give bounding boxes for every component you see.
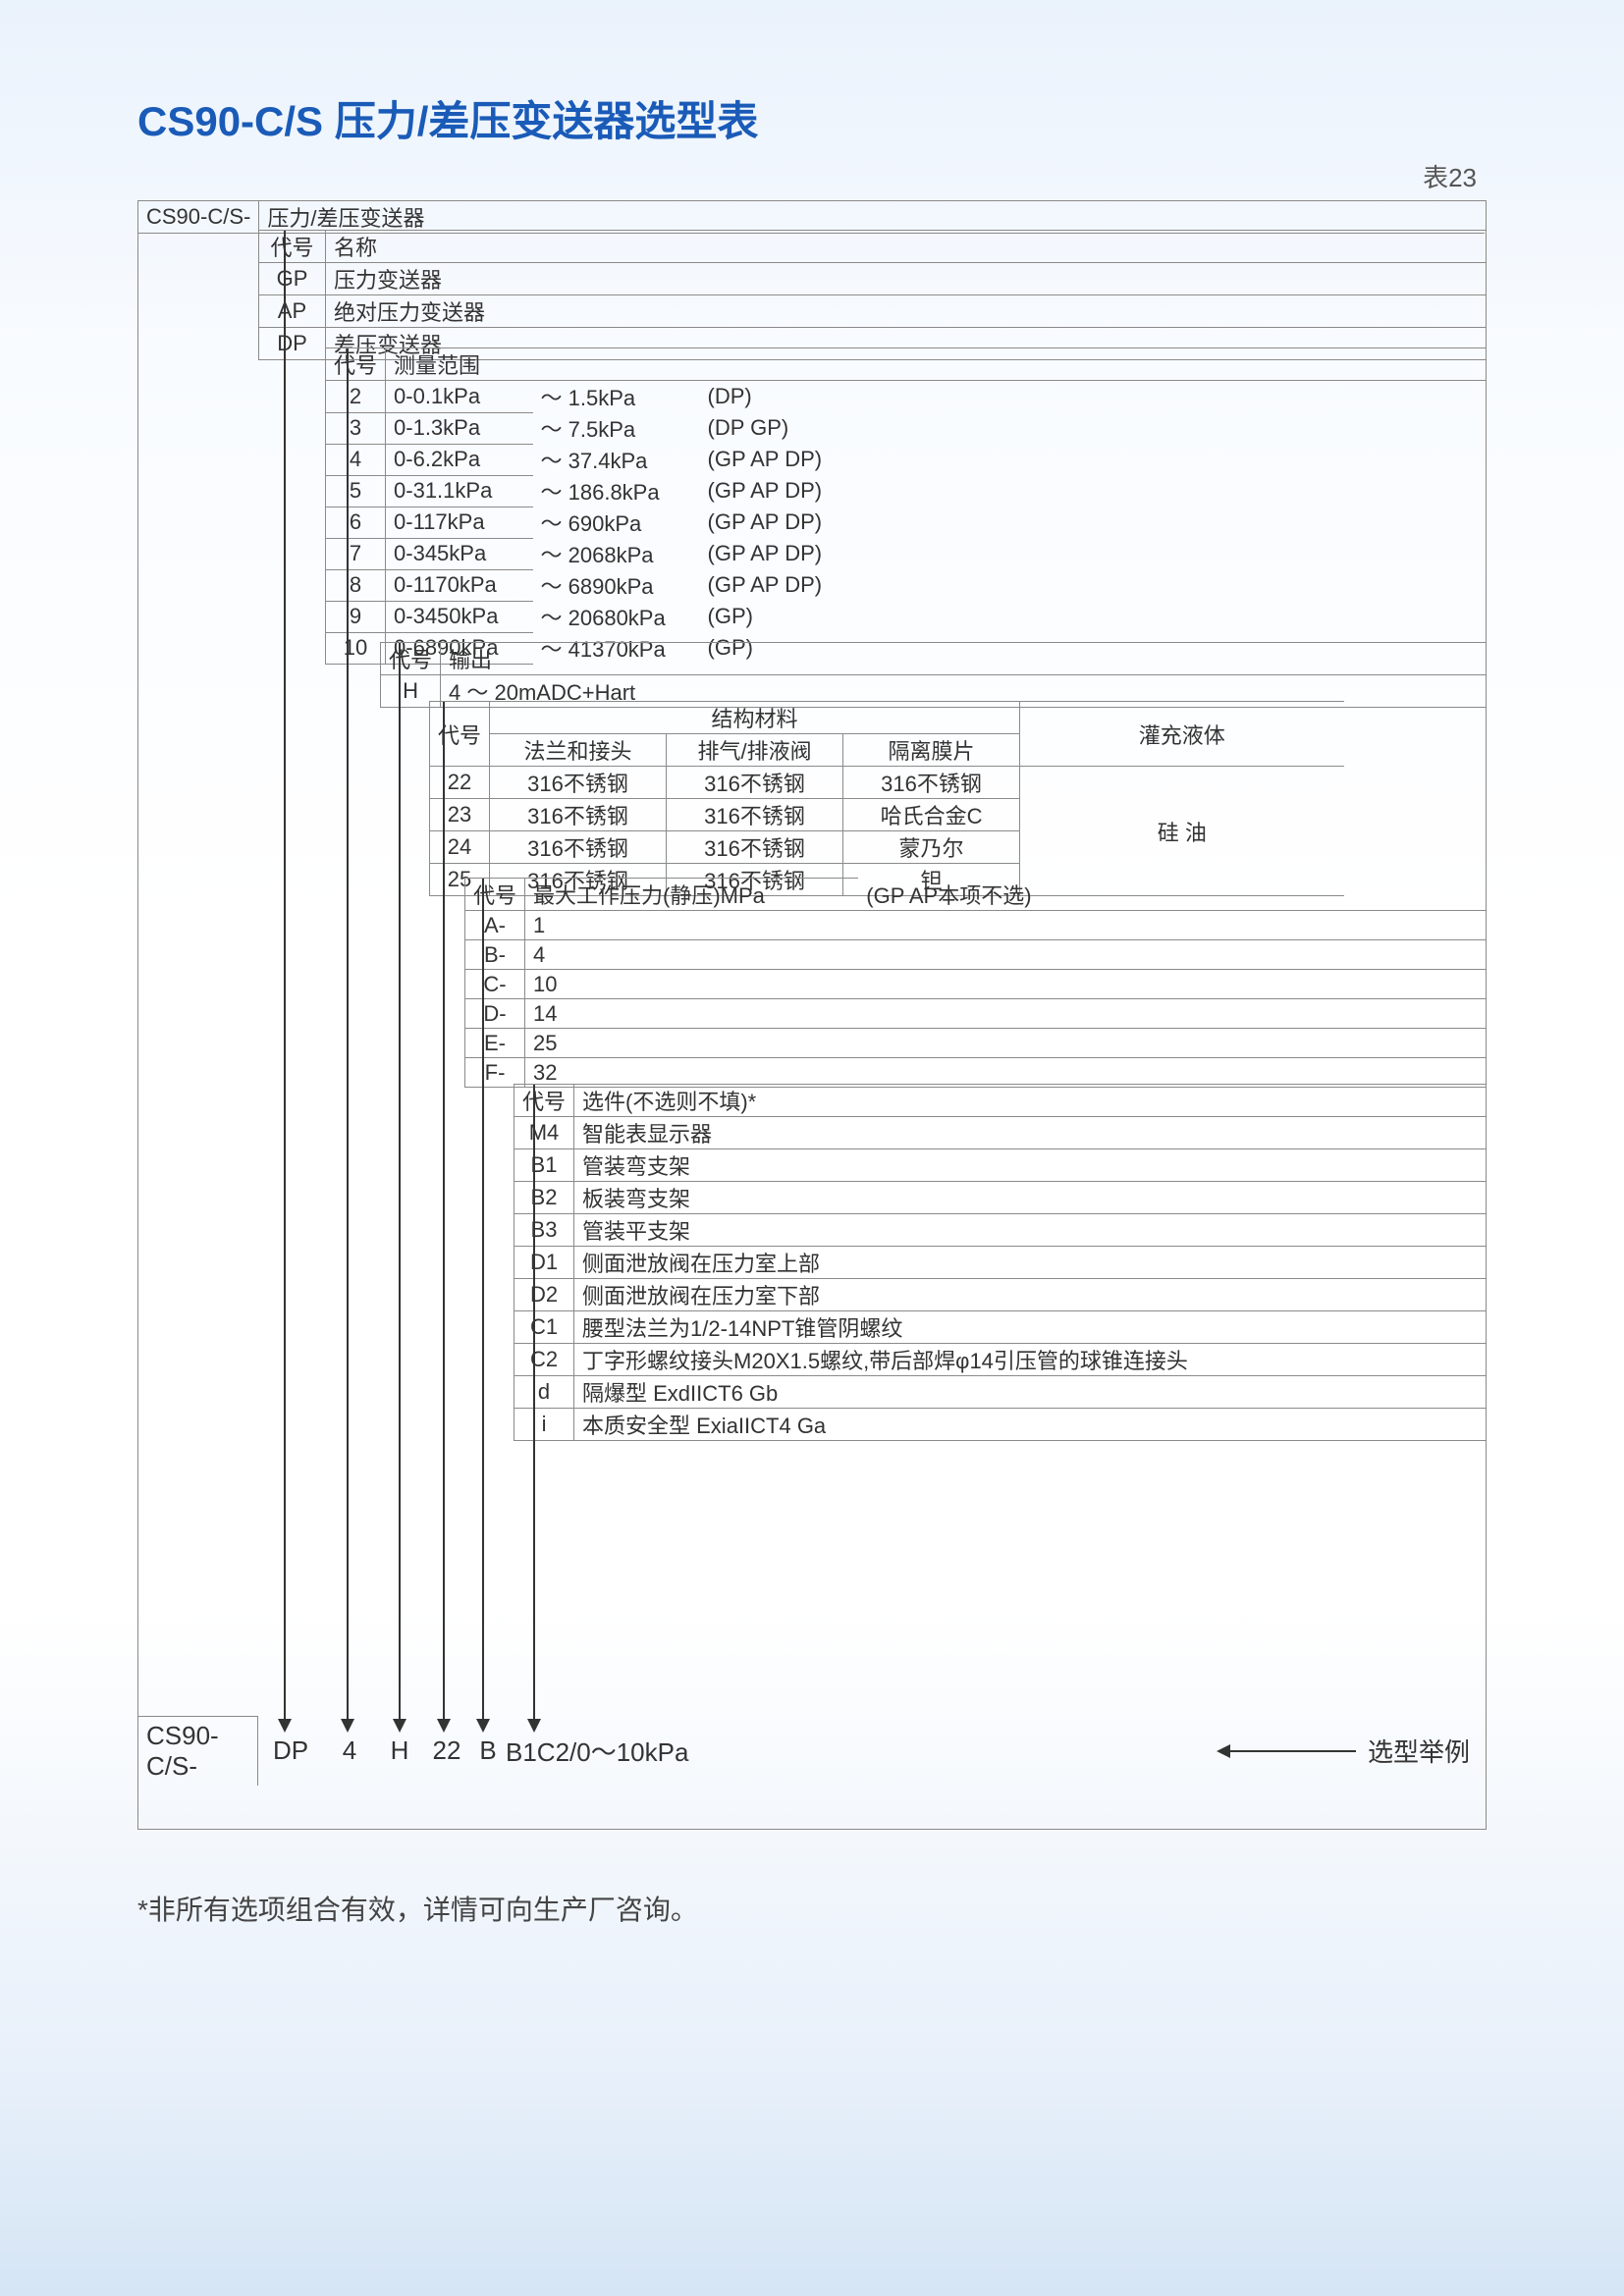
option-row: d隔爆型 ExdIICT6 Gb bbox=[514, 1376, 1487, 1409]
type-header-name: 名称 bbox=[325, 231, 1486, 263]
arrow-down-icon bbox=[284, 231, 286, 1731]
option-row: B2板装弯支架 bbox=[514, 1182, 1487, 1214]
range-row: 80-1170kPa～ 6890kPa(GP AP DP) bbox=[326, 569, 1487, 601]
example-part: 4 bbox=[323, 1735, 376, 1766]
option-row: M4智能表显示器 bbox=[514, 1117, 1487, 1149]
example-part: B bbox=[470, 1735, 506, 1766]
root-desc: 压力/差压变送器 bbox=[259, 201, 1485, 234]
type-row: GP压力变送器 bbox=[259, 263, 1487, 295]
pressure-row: F-32 bbox=[465, 1058, 1487, 1088]
option-row: B3管装平支架 bbox=[514, 1214, 1487, 1247]
range-table: 代号 测量范围 20-0.1kPa～ 1.5kPa(DP) 30-1.3kPa～… bbox=[325, 347, 1486, 665]
range-row: 60-117kPa～ 690kPa(GP AP DP) bbox=[326, 507, 1487, 538]
pressure-row: B-4 bbox=[465, 940, 1487, 970]
pressure-header-note: (GP AP本项不选) bbox=[858, 879, 1486, 911]
example-label: 选型举例 bbox=[1368, 1733, 1486, 1769]
arrow-down-icon bbox=[399, 643, 401, 1731]
option-row: D1侧面泄放阀在压力室上部 bbox=[514, 1247, 1487, 1279]
output-header-label: 输出 bbox=[441, 643, 1486, 675]
range-header-code: 代号 bbox=[326, 348, 386, 381]
range-row: 30-1.3kPa～ 7.5kPa(DP GP) bbox=[326, 412, 1487, 444]
range-row: 70-345kPa～ 2068kPa(GP AP DP) bbox=[326, 538, 1487, 569]
pressure-table: 代号 最大工作压力(静压)MPa (GP AP本项不选) A-1 B-4 C-1… bbox=[464, 878, 1486, 1088]
material-col-valve: 排气/排液阀 bbox=[667, 734, 843, 767]
range-header-label: 测量范围 bbox=[386, 348, 1486, 381]
material-header-code: 代号 bbox=[430, 702, 490, 767]
arrow-down-icon bbox=[347, 348, 349, 1731]
type-table: 代号 名称 GP压力变送器 AP绝对压力变送器 DP差压变送器 bbox=[258, 230, 1486, 360]
material-col-diaphragm: 隔离膜片 bbox=[843, 734, 1020, 767]
example-part: H bbox=[376, 1735, 423, 1766]
example-prefix: CS90-C/S- bbox=[138, 1716, 258, 1786]
option-header-code: 代号 bbox=[514, 1085, 574, 1117]
arrow-down-icon bbox=[443, 702, 445, 1731]
table-number: 表23 bbox=[137, 158, 1487, 194]
range-row: 40-6.2kPa～ 37.4kPa(GP AP DP) bbox=[326, 444, 1487, 475]
arrow-down-icon bbox=[533, 1085, 535, 1731]
option-row: B1管装弯支架 bbox=[514, 1149, 1487, 1182]
root-code: CS90-C/S- bbox=[138, 201, 259, 234]
pressure-row: C-10 bbox=[465, 970, 1487, 999]
fill-fluid: 硅 油 bbox=[1020, 767, 1344, 896]
pressure-row: E-25 bbox=[465, 1029, 1487, 1058]
range-row: 50-31.1kPa～ 186.8kPa(GP AP DP) bbox=[326, 475, 1487, 507]
option-row: D2侧面泄放阀在压力室下部 bbox=[514, 1279, 1487, 1311]
range-row: 20-0.1kPa～ 1.5kPa(DP) bbox=[326, 381, 1487, 413]
option-header-label: 选件(不选则不填)* bbox=[574, 1085, 1486, 1117]
pressure-row: A-1 bbox=[465, 911, 1487, 940]
example-part: DP bbox=[258, 1735, 323, 1766]
type-row: AP绝对压力变送器 bbox=[259, 295, 1487, 328]
pressure-header-label: 最大工作压力(静压)MPa bbox=[525, 879, 859, 911]
selection-table: CS90-C/S- 压力/差压变送器 代号 名称 GP压力变送器 AP绝对压力变… bbox=[137, 200, 1487, 1830]
material-table: 代号 结构材料 灌充液体 法兰和接头 排气/排液阀 隔离膜片 22 316不锈钢… bbox=[429, 701, 1344, 896]
arrow-down-icon bbox=[482, 879, 484, 1731]
pressure-row: D-14 bbox=[465, 999, 1487, 1029]
pressure-header-code: 代号 bbox=[465, 879, 525, 911]
example-row: CS90-C/S- DP 4 H 22 B B1C2/0～10kPa 选型举例 bbox=[138, 1716, 1486, 1786]
option-row: C2丁字形螺纹接头M20X1.5螺纹,带后部焊φ14引压管的球锥连接头 bbox=[514, 1344, 1487, 1376]
output-table: 代号 输出 H 4 ～ 20mADC+Hart bbox=[380, 642, 1486, 708]
option-row: i本质安全型 ExiaIICT4 Ga bbox=[514, 1409, 1487, 1441]
type-header-code: 代号 bbox=[259, 231, 326, 263]
example-part: B1C2/0～10kPa bbox=[506, 1733, 688, 1769]
option-row: C1腰型法兰为1/2-14NPT锥管阴螺纹 bbox=[514, 1311, 1487, 1344]
root-row: CS90-C/S- 压力/差压变送器 bbox=[137, 200, 1485, 234]
option-table: 代号 选件(不选则不填)* M4智能表显示器 B1管装弯支架 B2板装弯支架 B… bbox=[514, 1084, 1486, 1441]
material-row: 22 316不锈钢 316不锈钢 316不锈钢 硅 油 bbox=[430, 767, 1344, 799]
page-title: CS90-C/S 压力/差压变送器选型表 bbox=[137, 88, 1487, 148]
example-part: 22 bbox=[423, 1735, 470, 1766]
arrow-left-icon bbox=[1218, 1750, 1356, 1752]
material-header-struct: 结构材料 bbox=[490, 702, 1020, 734]
output-header-code: 代号 bbox=[381, 643, 441, 675]
material-col-flange: 法兰和接头 bbox=[490, 734, 667, 767]
range-row: 90-3450kPa～ 20680kPa(GP) bbox=[326, 601, 1487, 632]
material-header-fill: 灌充液体 bbox=[1020, 702, 1344, 767]
footnote: *非所有选项组合有效，详情可向生产厂咨询。 bbox=[137, 1889, 1487, 1928]
